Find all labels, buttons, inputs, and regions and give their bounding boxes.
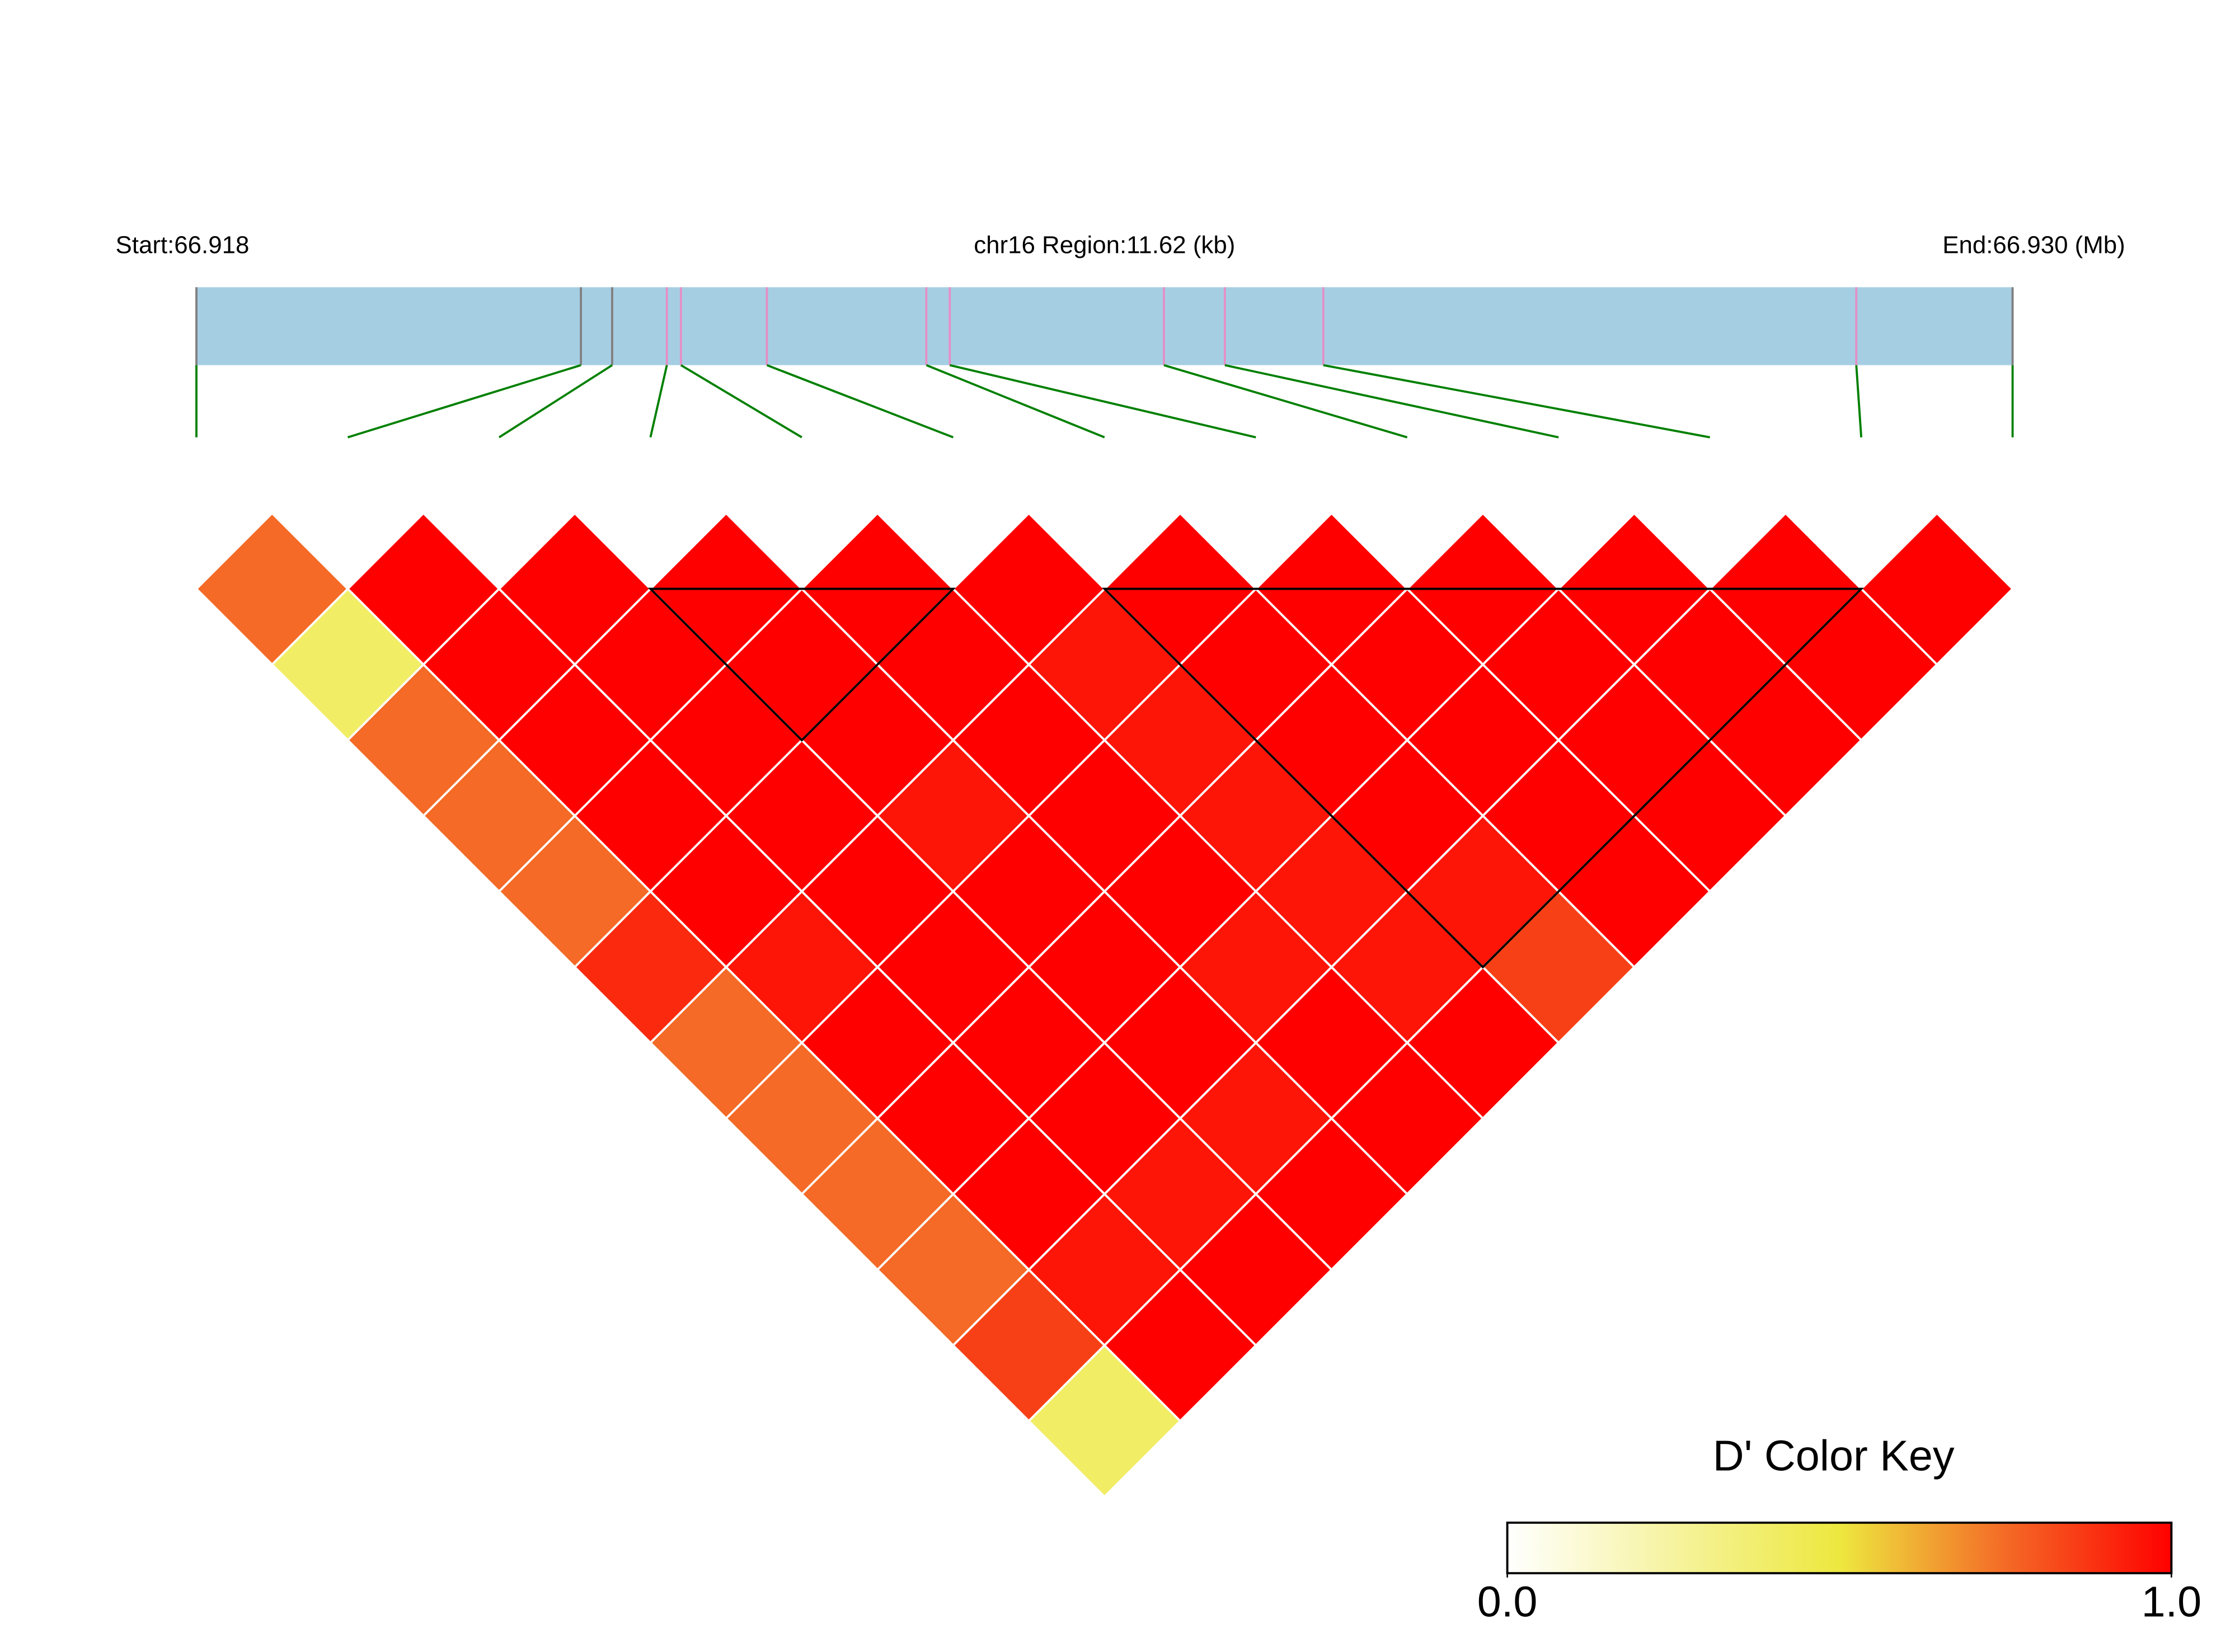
region-bar (196, 287, 2013, 365)
color-key-bar (1506, 1521, 2173, 1575)
region-label: chr16 Region:11.62 (kb) (974, 232, 1235, 259)
ld-block (647, 587, 956, 742)
snp-connector (1323, 364, 1710, 439)
snp-connector (926, 364, 1105, 439)
snp-connector (1224, 364, 1559, 439)
snp-connector (649, 365, 668, 438)
end-label: End:66.930 (Mb) (1942, 232, 2125, 259)
color-key-tick-label: 1.0 (2142, 1578, 2202, 1626)
ld-block (1102, 587, 1864, 969)
snp-connector (680, 364, 802, 439)
start-label: Start:66.918 (116, 232, 250, 259)
ld-cell (1027, 1344, 1182, 1499)
snp-connector (1163, 364, 1408, 439)
snp-connector (498, 364, 613, 439)
color-key-title: D' Color Key (1713, 1432, 1955, 1480)
snp-connector (949, 364, 1256, 439)
color-key-tick-label: 0.0 (1477, 1578, 1538, 1626)
snp-connector (766, 364, 954, 439)
snp-connector (347, 364, 581, 439)
snp-connector (1855, 365, 1863, 437)
